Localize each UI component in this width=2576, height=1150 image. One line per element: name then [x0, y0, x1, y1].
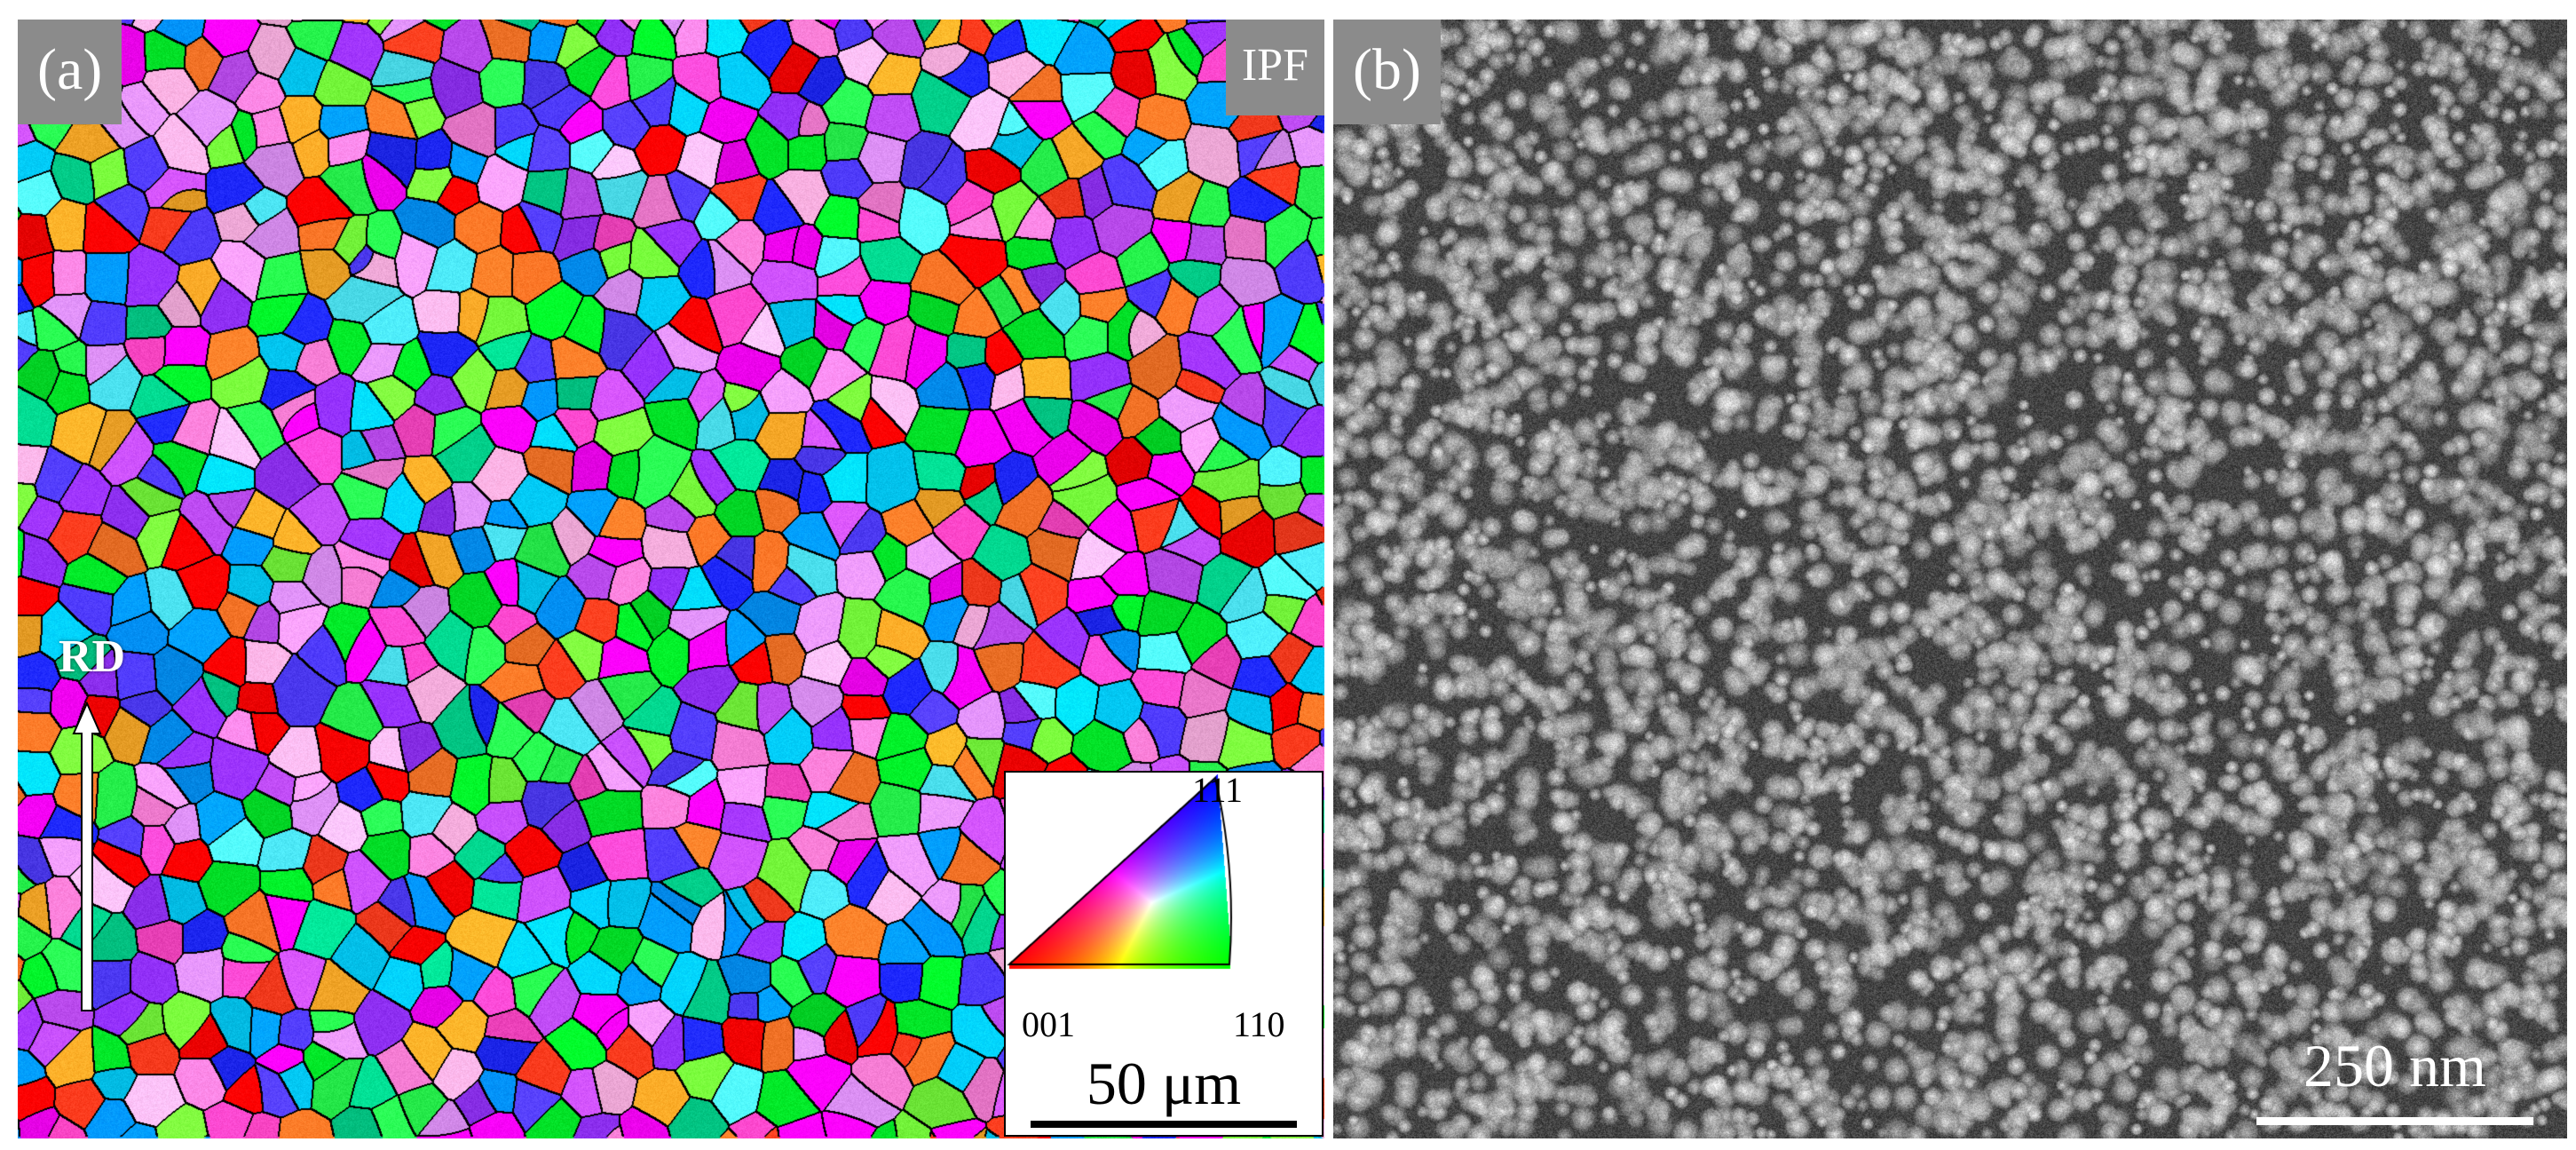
panel-b-label: (b) — [1333, 20, 1441, 124]
panel-a-label: (a) — [18, 20, 122, 124]
sem-scale-bar — [2256, 1117, 2533, 1125]
ipf-corner-111: 111 — [1192, 770, 1244, 810]
ipf-scale-bar — [1031, 1121, 1297, 1128]
ipf-corner-001: 001 — [1022, 1004, 1075, 1044]
ipf-corner-110: 110 — [1233, 1004, 1285, 1044]
ipf-color-triangle — [1006, 773, 1235, 970]
sem-scale-bar-label: 250 nm — [2303, 1032, 2486, 1099]
ebsd-ipf-map-panel: (a) IPF RD 111 001 110 50 μm — [18, 20, 1324, 1138]
rolling-direction-label: RD — [59, 631, 126, 682]
ipf-legend-box: 111 001 110 50 μm — [1004, 771, 1324, 1137]
rolling-direction-arrow-icon — [72, 702, 102, 1011]
sem-micrograph-panel: (b) 250 nm — [1333, 20, 2567, 1138]
ipf-scale-bar-label: 50 μm — [1086, 1050, 1242, 1117]
sem-precipitate-image — [1333, 20, 2567, 1138]
ipf-map-tag: IPF — [1225, 20, 1324, 115]
